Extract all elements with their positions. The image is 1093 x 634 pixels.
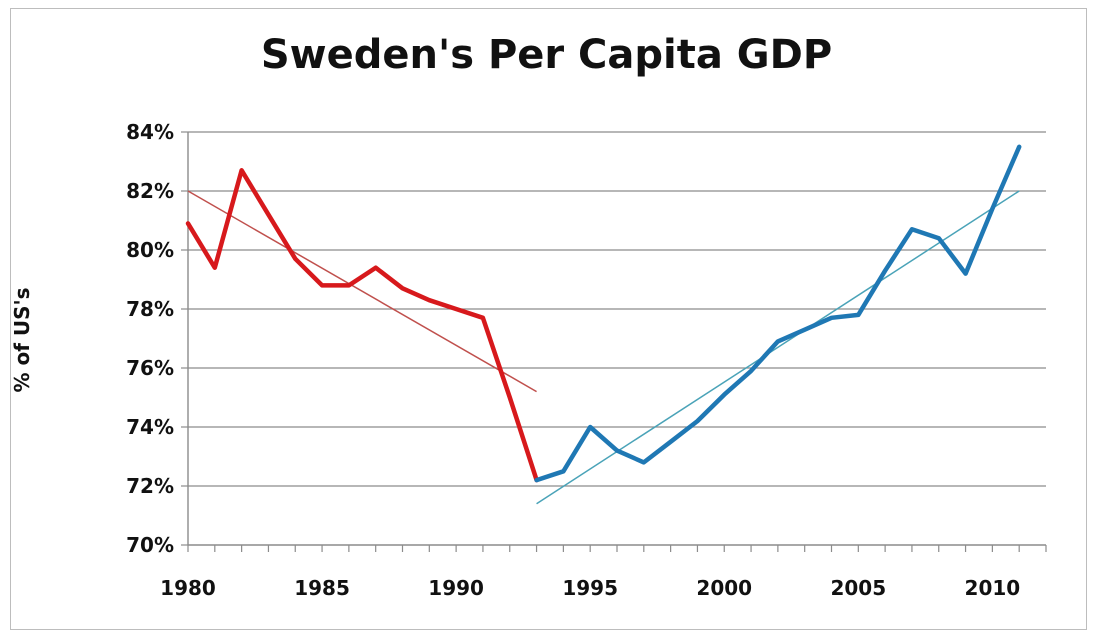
x-tick-label: 2005 (830, 576, 886, 600)
series-lines (185, 144, 1022, 483)
y-tick-label: 70% (126, 533, 174, 557)
y-tick-labels: 70% 72% 74% 76% 78% 80% 82% 84% (126, 120, 174, 557)
chart-title: Sweden's Per Capita GDP (260, 32, 833, 78)
series-line-2 (534, 144, 1022, 483)
x-tick-label: 1980 (160, 576, 216, 600)
y-tick-label: 84% (126, 120, 174, 144)
x-tick-label: 1990 (428, 576, 484, 600)
trendline-2 (536, 190, 1020, 505)
trendline-1 (187, 190, 537, 393)
axes (181, 131, 1047, 552)
gridlines (188, 131, 1046, 487)
y-tick-label: 74% (126, 415, 174, 439)
y-tick-label: 76% (126, 356, 174, 380)
chart-frame (10, 8, 1087, 630)
x-tick-label: 1985 (294, 576, 350, 600)
series-line-1 (185, 168, 539, 483)
x-tick-label: 2010 (965, 576, 1021, 600)
y-tick-label: 78% (126, 297, 174, 321)
y-tick-label: 72% (126, 474, 174, 498)
x-tick-label: 1995 (562, 576, 618, 600)
x-tick-labels: 1980 1985 1990 1995 2000 2005 2010 (160, 576, 1020, 600)
x-tick-label: 2000 (696, 576, 752, 600)
y-tick-label: 80% (126, 238, 174, 262)
y-tick-label: 82% (126, 179, 174, 203)
trendlines (187, 190, 1020, 505)
